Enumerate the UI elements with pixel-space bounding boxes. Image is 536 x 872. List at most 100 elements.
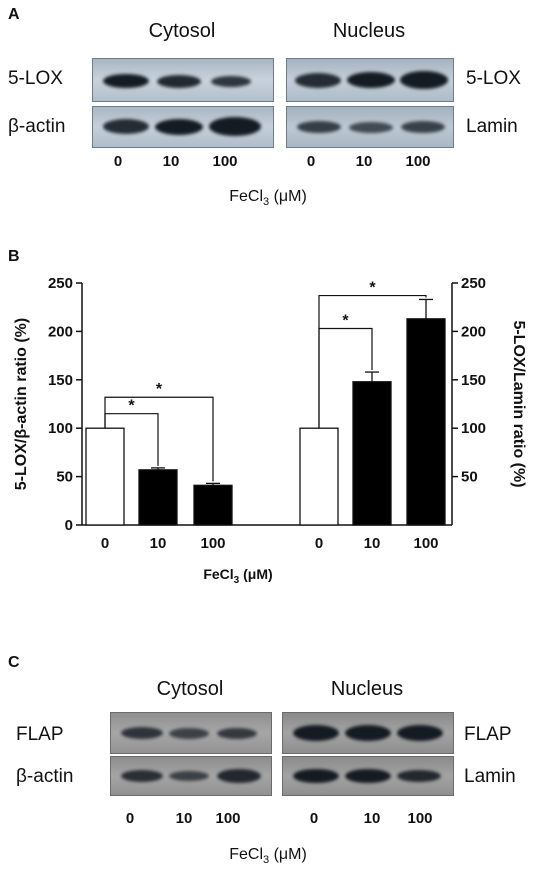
y-tick-label-left: 200: [48, 323, 73, 340]
xlabel-sub: 3: [233, 574, 240, 586]
band: [217, 769, 261, 783]
panel-a-nucleus-title: Nucleus: [332, 20, 406, 42]
panel-a-left-label-actin: β-actin: [8, 116, 66, 137]
y-tick-label-right: 200: [461, 323, 486, 340]
panel-c-right-label-lamin: Lamin: [464, 766, 516, 787]
blot-c-cytosol-flap: [110, 712, 272, 754]
bar: [85, 427, 125, 526]
band: [400, 71, 448, 89]
xlabel-suffix: (μM): [269, 846, 307, 863]
panel-c-nucleus-title: Nucleus: [330, 678, 404, 700]
panel-c-lane-cytosol-0: 0: [125, 810, 135, 827]
band: [121, 770, 163, 782]
x-tick-label: 100: [200, 535, 225, 552]
band: [397, 770, 441, 782]
xlabel-suffix: (μM): [239, 566, 273, 582]
significance-bracket: [318, 294, 427, 429]
panel-a-cytosol-title: Cytosol: [148, 20, 216, 42]
blot-a-cytosol-actin: [92, 106, 274, 148]
panel-a-lane-cytosol-10: 10: [162, 153, 180, 170]
panel-a-lane-cytosol-0: 0: [113, 153, 123, 170]
panel-c-lane-nucleus-100: 100: [407, 810, 433, 827]
bar: [299, 427, 339, 526]
band: [345, 725, 391, 741]
xlabel-prefix: FeCl: [203, 566, 234, 582]
panel-c-xlabel: FeCl3 (μM): [168, 846, 368, 866]
y-tick-label-left: 0: [65, 517, 73, 534]
blot-a-nucleus-5lox: [286, 58, 454, 102]
panel-c-lane-cytosol-10: 10: [175, 810, 193, 827]
bar: [352, 381, 392, 526]
x-tick-label: 0: [101, 535, 109, 552]
blot-c-nucleus-lamin: [282, 756, 454, 796]
blot-c-cytosol-actin: [110, 756, 272, 796]
panel-b-chart: 0 50 100 150 200 250 50 100 150 200 250 0 10 100 0 10 10…: [13, 275, 527, 552]
y-tick-label-left: 100: [48, 420, 73, 437]
panel-c-left-label-flap: FLAP: [16, 724, 64, 745]
significance-star: *: [369, 280, 376, 297]
panel-c-lane-nucleus-10: 10: [363, 810, 381, 827]
significance-star: *: [342, 312, 349, 329]
panel-a-right-label-lamin: Lamin: [466, 116, 518, 137]
band: [121, 727, 163, 739]
xlabel-prefix: FeCl: [229, 846, 263, 863]
band: [217, 728, 257, 739]
panel-b-xlabel: FeCl3 (μM): [158, 566, 318, 586]
significance-bracket: [104, 396, 214, 482]
significance-star: *: [128, 398, 135, 415]
band: [103, 119, 149, 134]
band: [293, 769, 339, 783]
y-tick-label-right: 50: [461, 469, 478, 486]
bar: [193, 484, 233, 526]
bar: [406, 318, 446, 526]
xlabel-sub: 3: [263, 196, 270, 209]
band: [211, 76, 251, 87]
xlabel-sub: 3: [263, 854, 270, 867]
band: [345, 769, 391, 783]
x-tick-label: 10: [150, 535, 167, 552]
blot-c-nucleus-flap: [282, 712, 454, 754]
y-tick-label-right: 250: [461, 275, 486, 292]
y-axis-title-left: 5-LOX/β-actin ratio (%): [13, 318, 30, 490]
panel-a-lane-nucleus-10: 10: [355, 153, 373, 170]
panel-c-cytosol-title: Cytosol: [156, 678, 224, 700]
blot-a-cytosol-5lox: [92, 58, 274, 102]
y-tick-label-left: 150: [48, 372, 73, 389]
panel-a-lane-cytosol-100: 100: [212, 153, 238, 170]
panel-a-lane-nucleus-100: 100: [405, 153, 431, 170]
blot-a-nucleus-lamin: [286, 106, 454, 148]
panel-a-right-label-5lox: 5-LOX: [466, 68, 521, 89]
y-axis-title-right: 5-LOX/Lamin ratio (%): [510, 320, 527, 487]
panel-a-lane-nucleus-0: 0: [306, 153, 316, 170]
y-tick-label-left: 250: [48, 275, 73, 292]
xlabel-suffix: (μM): [269, 188, 307, 205]
xlabel-prefix: FeCl: [229, 188, 263, 205]
panel-c-lane-cytosol-100: 100: [215, 810, 241, 827]
panel-a-letter: A: [8, 6, 20, 23]
panel-c-letter: C: [8, 654, 20, 671]
band: [157, 75, 201, 88]
panel-a-left-label-5lox: 5-LOX: [8, 68, 63, 89]
band: [349, 122, 393, 133]
panel-c-right-label-flap: FLAP: [464, 724, 512, 745]
band: [347, 72, 395, 88]
x-tick-label: 10: [364, 535, 381, 552]
band: [293, 725, 339, 741]
band: [209, 117, 261, 136]
bar: [138, 469, 178, 526]
x-tick-label: 100: [413, 535, 438, 552]
significance-star: *: [156, 381, 163, 398]
y-tick-label-right: 100: [461, 420, 486, 437]
panel-a-xlabel: FeCl3 (μM): [168, 188, 368, 208]
band: [103, 74, 149, 88]
band: [155, 119, 203, 135]
panel-b-letter: B: [8, 248, 20, 265]
band: [397, 725, 443, 741]
panel-c-lane-nucleus-0: 0: [309, 810, 319, 827]
panel-c-left-label-actin: β-actin: [16, 766, 74, 787]
x-tick-label: 0: [315, 535, 323, 552]
y-tick-label-right: 150: [461, 372, 486, 389]
y-tick-label-left: 50: [56, 469, 73, 486]
band: [169, 771, 209, 781]
band: [295, 73, 341, 88]
